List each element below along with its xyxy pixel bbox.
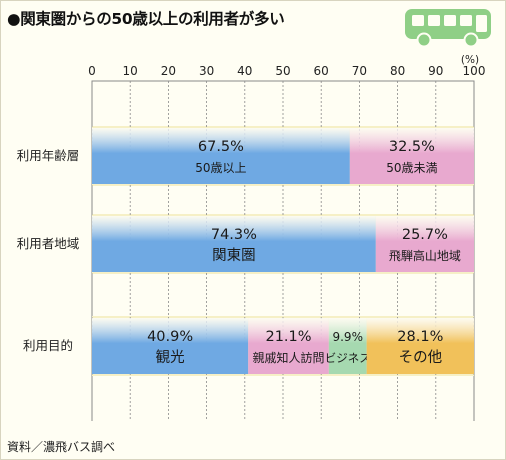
data-value-label: 74.3% <box>211 227 257 243</box>
chart-area: 0 10 20 30 40 50 60 70 80 90 100(%) 利用年齢層 67.5% 50歳以上… <box>17 54 486 421</box>
x-tick-label: 30 <box>199 64 214 78</box>
data-value-label: 25.7% <box>402 227 448 243</box>
data-value-label: 32.5% <box>389 139 435 155</box>
bar-segment <box>375 216 474 272</box>
x-tick-label: 10 <box>123 64 138 78</box>
data-value-label: 67.5% <box>198 139 244 155</box>
data-segment-label: 関東圏 <box>212 247 256 264</box>
data-segment-label: 50歳以上 <box>195 161 246 175</box>
category-label: 利用者地域 <box>17 236 80 251</box>
x-tick-label: 60 <box>314 64 329 78</box>
x-tick-label: 50 <box>275 64 290 78</box>
x-unit-label: (%) <box>461 54 479 66</box>
bar-segment <box>248 318 329 374</box>
x-tick-label: 90 <box>428 64 443 78</box>
x-tick-label: 40 <box>237 64 252 78</box>
x-tick-label: 100 <box>463 64 486 78</box>
data-segment-label: ビジネス <box>325 351 371 365</box>
bar-segment <box>92 128 350 184</box>
bar-segment <box>92 318 249 374</box>
category-label: 利用年齢層 <box>17 148 80 163</box>
data-segment-label: 観光 <box>156 349 185 366</box>
x-tick-label: 80 <box>390 64 405 78</box>
data-segment-label: 親戚知人訪問 <box>253 350 325 365</box>
source-note: 資料／濃飛バス調べ <box>7 440 116 454</box>
x-tick-label: 70 <box>352 64 367 78</box>
data-value-label: 9.9% <box>332 330 363 344</box>
data-segment-label: 飛騨高山地域 <box>389 248 461 263</box>
bar-segment <box>366 318 474 374</box>
bar-segment <box>349 128 474 184</box>
x-tick-label: 0 <box>88 64 96 78</box>
category-label: 利用目的 <box>23 338 73 353</box>
data-value-label: 40.9% <box>147 329 193 345</box>
data-segment-label: 50歳未満 <box>386 161 437 175</box>
bus-icon <box>403 7 495 53</box>
x-tick-label: 20 <box>161 64 176 78</box>
data-value-label: 21.1% <box>265 329 311 345</box>
bar-segment <box>328 318 367 374</box>
data-value-label: 28.1% <box>397 329 443 345</box>
bar-segment <box>92 216 376 272</box>
chart-title: ●関東圏からの50歳以上の利用者が多い <box>7 10 285 28</box>
data-segment-label: その他 <box>399 349 443 366</box>
